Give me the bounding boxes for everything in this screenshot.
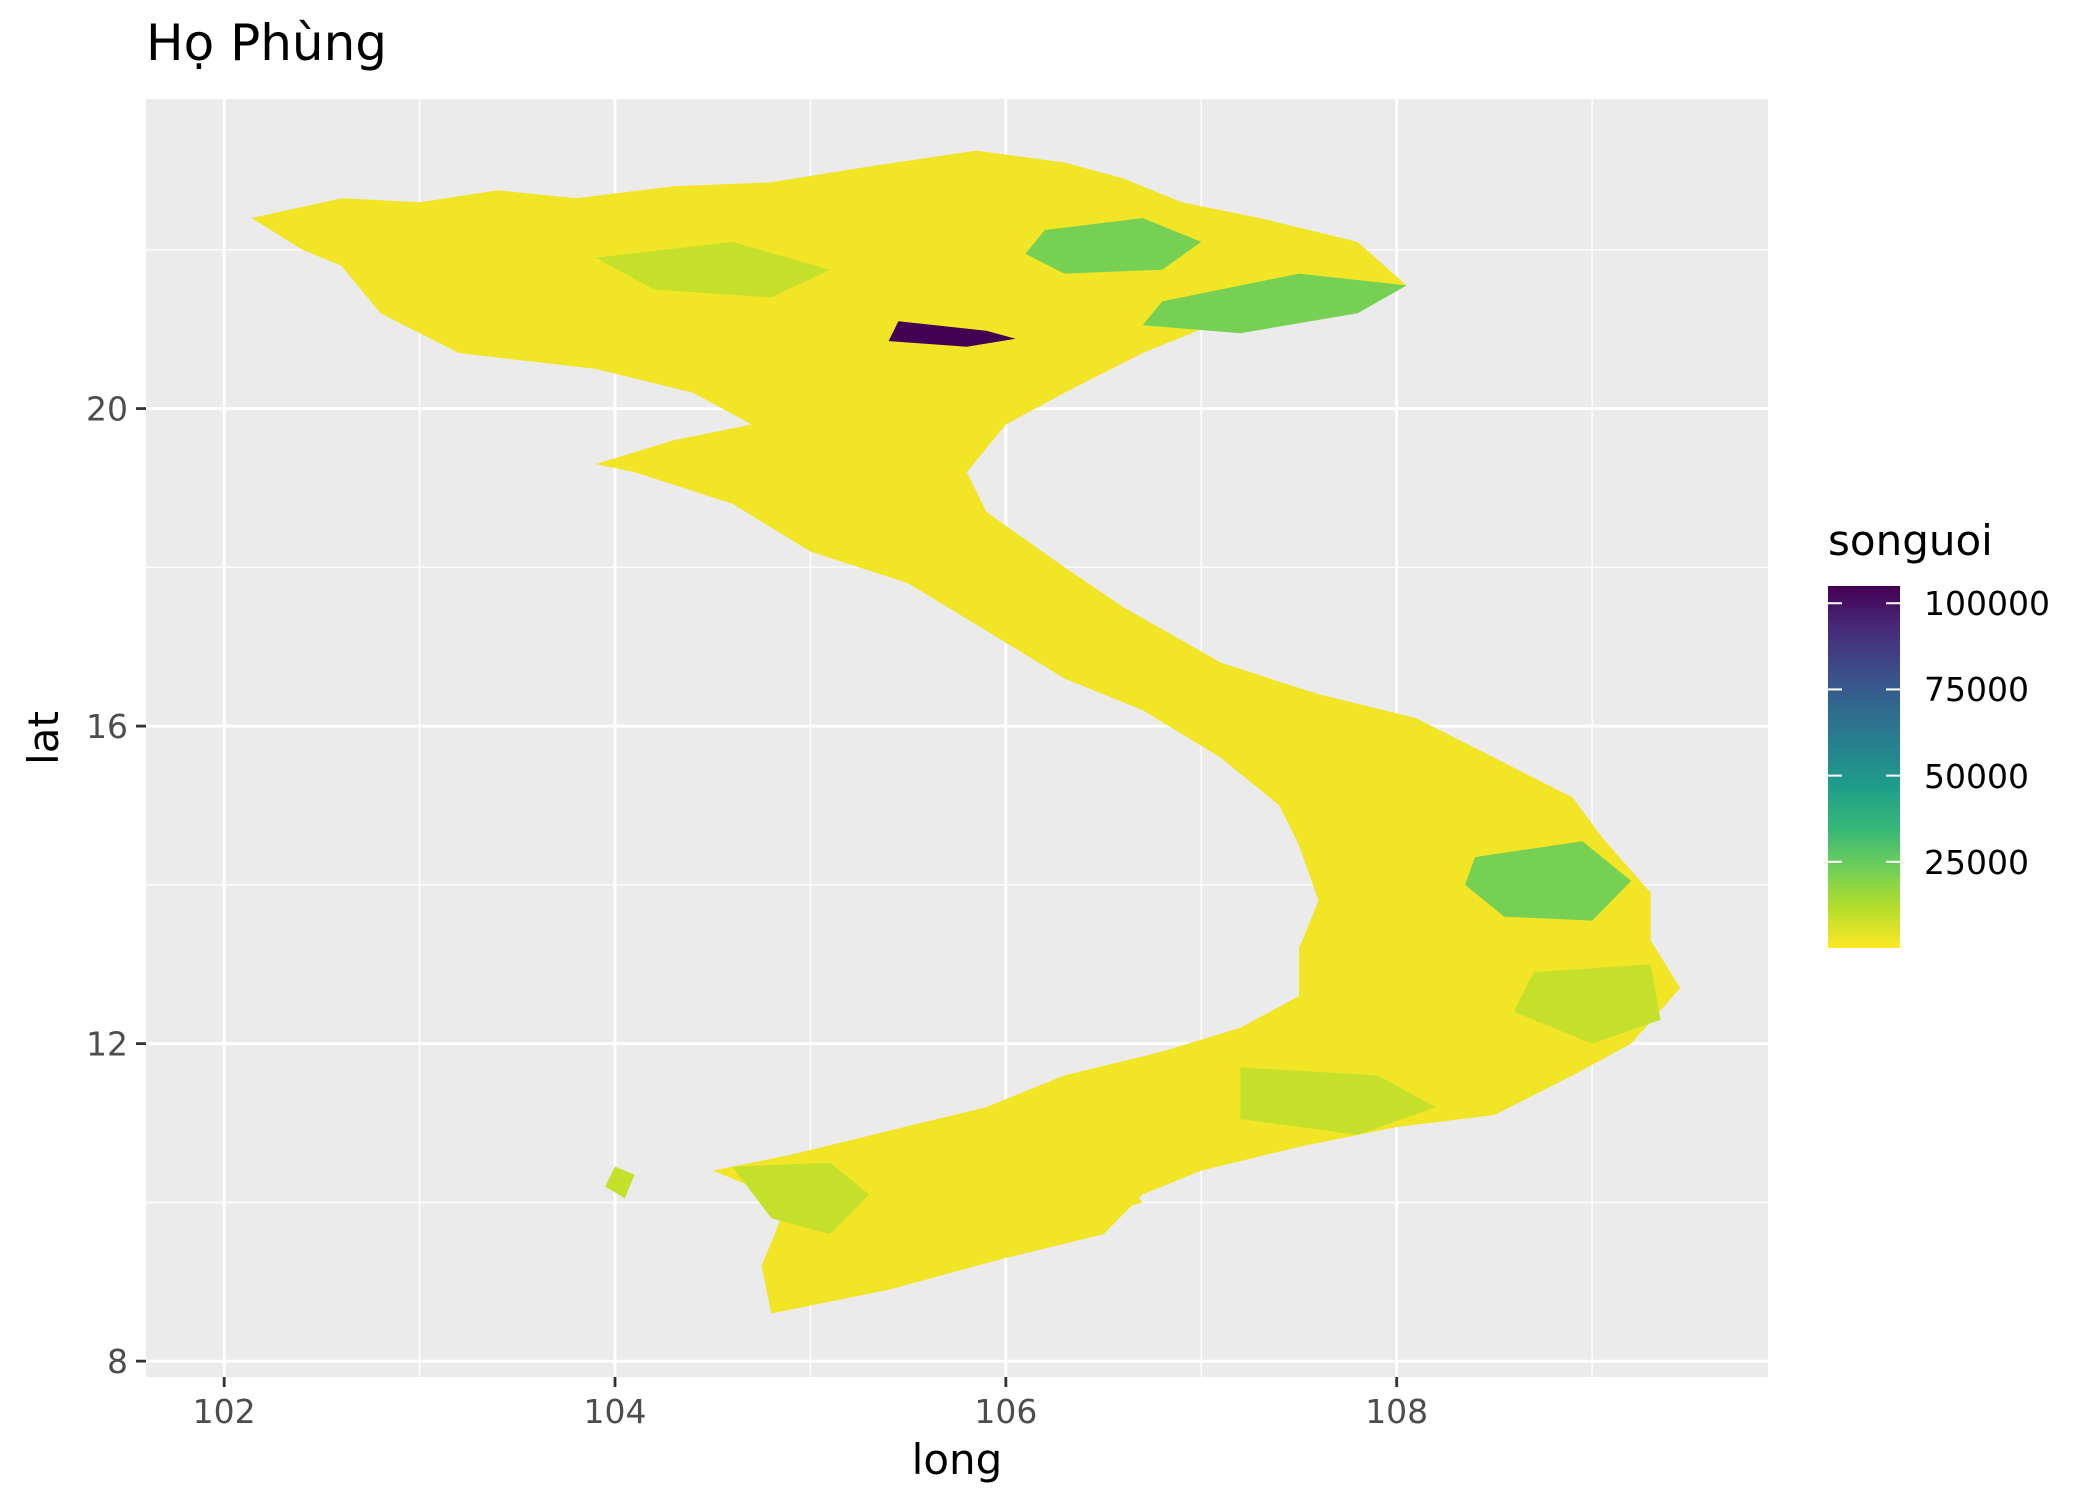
region-7 — [1240, 1067, 1436, 1135]
island-phu-quoc — [605, 1166, 635, 1199]
region-2 — [1142, 273, 1407, 334]
region-4 — [595, 241, 830, 298]
x-tick-label: 102 — [193, 1392, 256, 1431]
legend-title: songuoi — [1828, 516, 1993, 565]
region-10 — [1259, 726, 1475, 798]
region-5 — [732, 1162, 870, 1235]
y-tick-label: 12 — [86, 1025, 128, 1064]
legend-label: 50000 — [1924, 756, 2029, 796]
region-11 — [966, 1162, 1143, 1227]
x-tick-label: 104 — [584, 1392, 647, 1431]
legend-label: 100000 — [1924, 584, 2050, 624]
country-outline — [251, 150, 1681, 1314]
x-tick-label: 108 — [1365, 1392, 1428, 1431]
x-axis-title: long — [912, 1435, 1003, 1484]
region-1 — [1025, 218, 1202, 274]
chart-title: Họ Phùng — [146, 14, 388, 72]
region-0 — [888, 321, 1016, 347]
y-tick-label: 20 — [86, 390, 128, 429]
region-9 — [751, 448, 967, 520]
legend-colorbar — [1828, 586, 1900, 948]
region-6 — [1514, 964, 1661, 1044]
region-3 — [1465, 841, 1632, 921]
y-axis-title: lat — [19, 711, 68, 765]
region-8 — [751, 182, 928, 234]
x-tick-label: 106 — [974, 1392, 1037, 1431]
y-tick-label: 16 — [86, 707, 128, 746]
legend-label: 25000 — [1924, 842, 2029, 882]
y-tick-label: 8 — [107, 1342, 128, 1381]
legend-label: 75000 — [1924, 670, 2029, 710]
